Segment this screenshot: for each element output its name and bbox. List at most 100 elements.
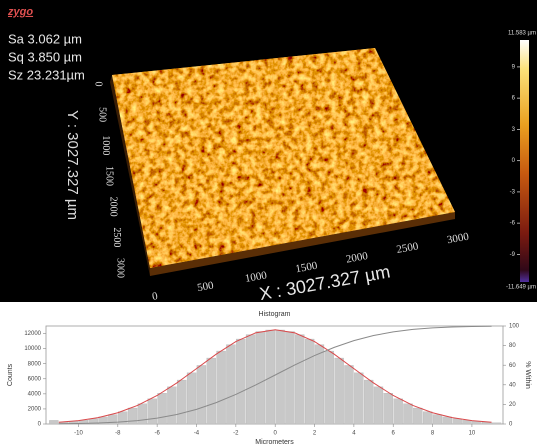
- histogram-bar: [403, 403, 413, 425]
- y-tick-label: 0: [38, 422, 42, 428]
- histogram-bar: [344, 365, 354, 425]
- histogram-bar: [245, 334, 256, 425]
- colorbar: [520, 40, 529, 282]
- x-tick-label: 2500: [396, 240, 420, 256]
- histogram-bar: [334, 357, 344, 425]
- histogram-bar: [118, 411, 128, 425]
- curve: [58, 329, 492, 423]
- y-tick-label: 4000: [28, 391, 42, 397]
- histogram-bar: [383, 393, 393, 425]
- y-tick-label: 10000: [24, 346, 41, 352]
- histogram-bar: [285, 331, 295, 425]
- colorbar-tick-label: -6: [510, 221, 516, 227]
- roughness-parameter: Sz 23.231µm: [8, 67, 85, 82]
- histogram-bar: [491, 422, 502, 425]
- histogram-bar: [295, 334, 305, 425]
- histogram-bar: [422, 411, 433, 425]
- histogram-bar: [324, 350, 334, 425]
- histogram-bar: [314, 344, 325, 425]
- y2-tick-label: 40: [509, 382, 516, 388]
- surface-side: [110, 75, 150, 276]
- roughness-parameter: Sq 3.850 µm: [8, 49, 82, 64]
- histogram-bar: [216, 350, 226, 425]
- histogram-bar: [413, 407, 423, 425]
- y-tick-label: 2000: [28, 407, 42, 413]
- histogram-bar: [108, 414, 118, 425]
- y-tick-label: 12000: [24, 331, 41, 337]
- colorbar-tick-label: -3: [510, 189, 516, 195]
- y2-tick-label: 100: [509, 324, 520, 330]
- x-tick-label: 8: [431, 431, 435, 437]
- histogram-bar: [167, 386, 177, 425]
- surface-texture: [112, 48, 455, 268]
- chart-title: Histogram: [259, 311, 291, 318]
- histogram-bar: [363, 379, 374, 425]
- histogram-bar: [226, 344, 236, 425]
- y-tick-label: 2500: [111, 227, 122, 247]
- histogram-bar: [275, 329, 285, 425]
- histogram-bar: [98, 416, 108, 425]
- histogram-bar: [157, 393, 167, 425]
- x-tick-label: -6: [154, 431, 160, 437]
- histogram-bar: [206, 357, 216, 425]
- y2-tick-label: 80: [509, 343, 516, 349]
- x-tick-label: -10: [74, 431, 83, 437]
- y2-tick-label: 0: [509, 422, 513, 428]
- x-tick-label: 2000: [345, 250, 369, 266]
- logo: zygo: [7, 6, 33, 18]
- histogram-bar: [255, 331, 266, 425]
- x-tick-label: 0: [151, 290, 159, 303]
- x-tick-label: 2: [313, 431, 317, 437]
- y-axis-label: Counts: [7, 363, 14, 386]
- x-tick-label: -8: [115, 431, 121, 437]
- x-tick-label: 10: [469, 431, 476, 437]
- surface-front: [150, 212, 455, 276]
- colorbar-tick-label: 6: [512, 96, 516, 102]
- x-tick-label: 4: [352, 431, 356, 437]
- x-axis-label: Micrometers: [255, 439, 294, 446]
- y-tick-label: 3000: [115, 258, 126, 278]
- histogram-bar: [49, 420, 59, 425]
- x-tick-label: 6: [392, 431, 396, 437]
- histogram-bar: [196, 365, 207, 425]
- histogram-bar: [442, 416, 452, 425]
- colorbar-min: -11.649 µm: [506, 285, 536, 291]
- x-tick-label: 3000: [446, 231, 470, 247]
- histogram-bar: [393, 398, 403, 425]
- histogram-bar: [236, 338, 246, 425]
- y-tick-label: 1500: [104, 166, 115, 186]
- x-tick-label: 0: [274, 431, 278, 437]
- histogram-bar: [354, 372, 364, 425]
- colorbar-max: 11.583 µm: [508, 31, 536, 37]
- x-tick-label: -2: [233, 431, 239, 437]
- y2-tick-label: 20: [509, 402, 516, 408]
- colorbar-tick-label: 9: [512, 64, 516, 70]
- x-tick-label: 500: [196, 279, 215, 294]
- x-tick-label: 1000: [244, 269, 268, 285]
- colorbar-tick-label: 0: [512, 158, 516, 164]
- histogram-bar: [177, 379, 187, 425]
- curve: [58, 325, 492, 425]
- histogram-bar: [304, 338, 315, 425]
- colorbar-tick-label: 3: [512, 127, 516, 133]
- histogram-bar: [452, 418, 462, 425]
- y-axis-label: Y : 3027.327 µm: [64, 110, 81, 220]
- y-tick-label: 500: [96, 107, 107, 122]
- y2-axis-label: % Within: [524, 361, 531, 389]
- roughness-parameter: Sa 3.062 µm: [8, 31, 82, 46]
- y-tick-label: 6000: [28, 376, 42, 382]
- x-tick-label: -4: [194, 431, 200, 437]
- y-tick-label: 2000: [107, 197, 118, 217]
- x-tick-label: 1500: [295, 260, 319, 276]
- colorbar-tick-label: -9: [510, 252, 516, 258]
- histogram-bar: [127, 407, 138, 425]
- y-tick-label: 8000: [28, 361, 42, 367]
- histogram-bar: [373, 386, 384, 425]
- y-tick-label: 1000: [100, 135, 111, 155]
- histogram-bar: [186, 372, 197, 425]
- histogram-bar: [432, 414, 443, 425]
- y-tick-label: 0: [93, 82, 104, 87]
- histogram-bar: [147, 398, 157, 425]
